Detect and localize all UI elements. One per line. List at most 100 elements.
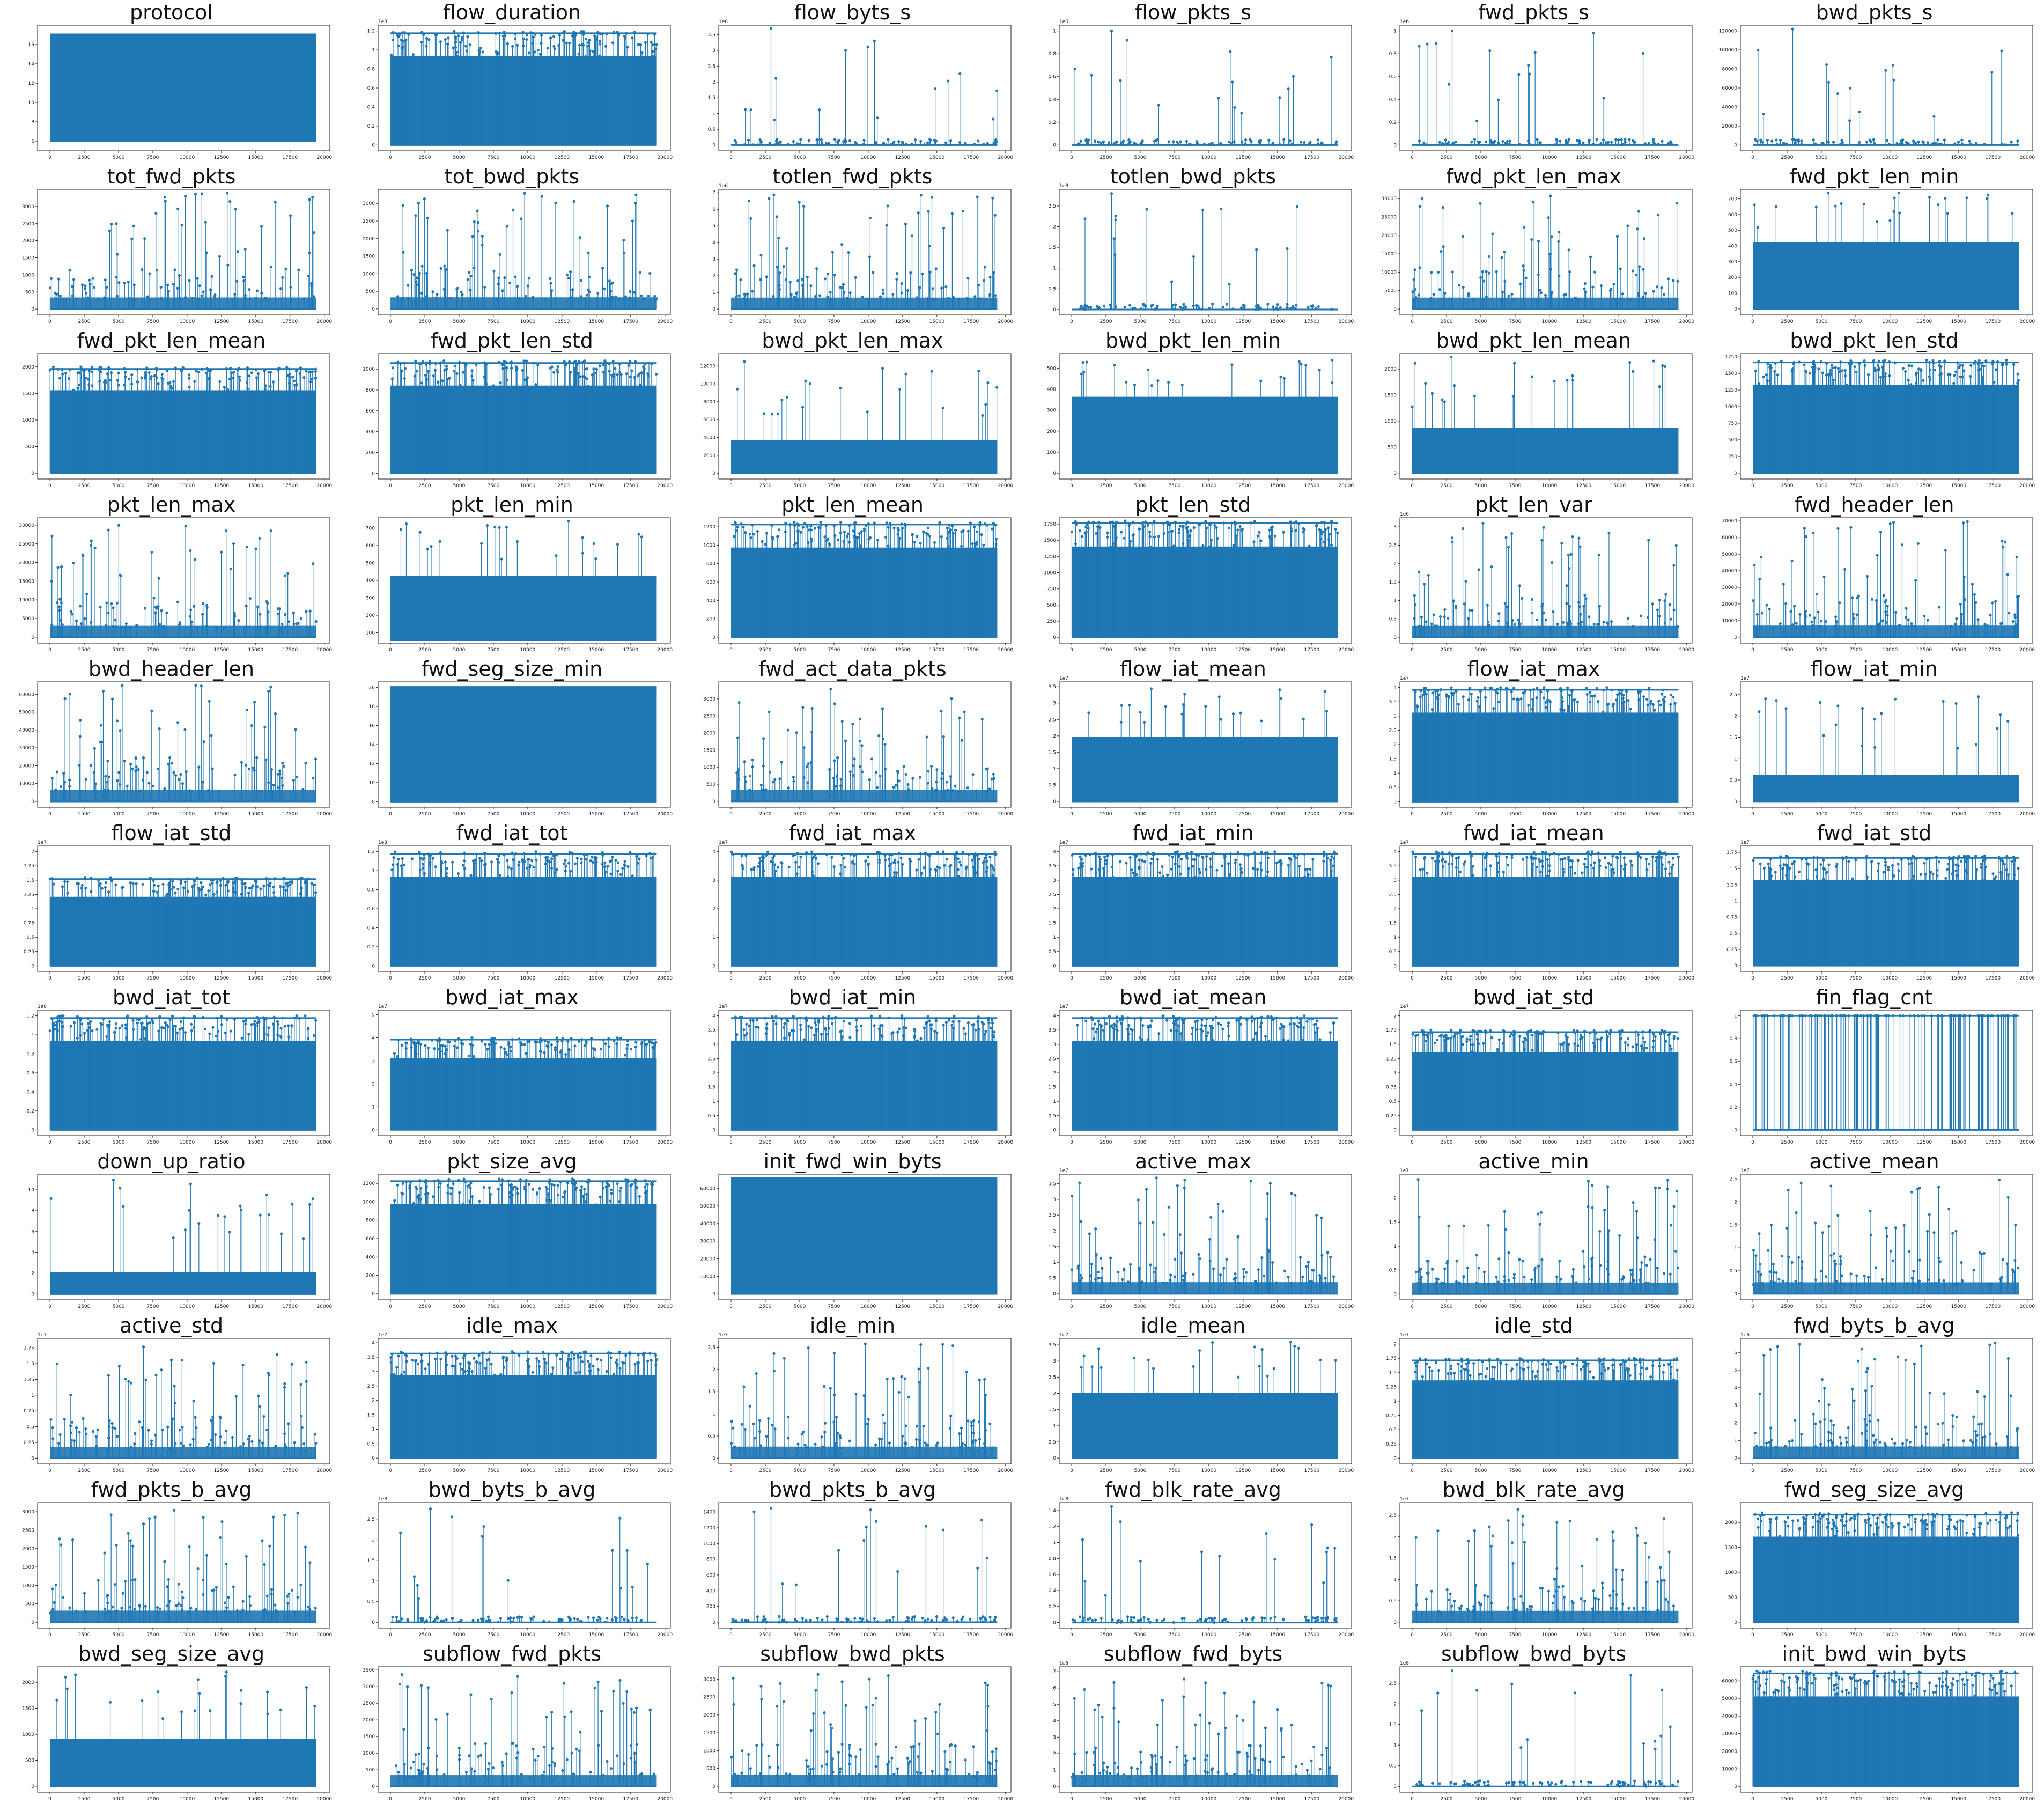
stem-marker — [228, 377, 231, 381]
stem-marker — [820, 138, 823, 141]
stem-marker — [1319, 142, 1323, 146]
stem-marker — [1974, 142, 1977, 145]
stem-marker — [1435, 42, 1438, 45]
x-tick-label: 12500 — [895, 647, 911, 653]
x-tick-label: 20000 — [657, 319, 673, 325]
stem-marker — [310, 282, 313, 285]
stem-marker — [218, 380, 222, 384]
subplot-flow-byts-s: flow_byts_s 0 0.5 1 1.5 2 2.5 3 3.5 1e8 0 2500 5000 7… — [682, 1, 1023, 165]
stem-marker — [143, 377, 147, 380]
stem-marker — [481, 50, 484, 54]
stem-marker — [975, 540, 978, 543]
stem-marker — [976, 195, 979, 198]
stem-marker — [1220, 207, 1223, 211]
series-stems — [1753, 191, 2019, 310]
stem-marker — [1848, 86, 1852, 90]
stem-marker — [940, 286, 943, 290]
stem-marker — [654, 47, 658, 50]
stem-marker — [892, 140, 896, 144]
stem-marker — [1762, 112, 1765, 116]
stem-marker — [1231, 80, 1234, 84]
stem-marker — [70, 613, 74, 616]
stem-marker — [801, 526, 805, 529]
stem-marker — [626, 46, 629, 49]
stem-marker — [742, 525, 745, 529]
stem-marker — [198, 284, 201, 288]
stem-marker — [957, 297, 961, 300]
x-tick-label: 20000 — [657, 647, 673, 653]
stem-marker — [1632, 370, 1635, 373]
stem-marker — [1957, 366, 1961, 369]
stem-marker — [1440, 250, 1443, 253]
stem-marker — [226, 388, 230, 391]
stem-marker — [594, 557, 597, 560]
subplot-bwd-pkt-len-min: bwd_pkt_len_min 0 100 200 300 400 500 0 2500 5000… — [1023, 329, 1363, 493]
stem-marker — [772, 295, 775, 298]
stem-marker — [1317, 305, 1320, 308]
stem-marker — [896, 526, 899, 529]
stem-marker — [1147, 368, 1150, 371]
stem-marker — [260, 225, 263, 228]
stem-marker — [501, 363, 504, 366]
stem-marker — [636, 43, 640, 47]
stem-marker — [248, 597, 252, 600]
stem-marker — [776, 412, 780, 415]
stem-marker — [1982, 384, 1986, 387]
x-tick-label: 7500 — [146, 647, 159, 653]
stem-marker — [1156, 304, 1159, 307]
stem-marker — [839, 386, 842, 390]
stem-marker — [603, 287, 606, 290]
stem-marker — [1133, 307, 1137, 310]
x-tick-label: 10000 — [1201, 647, 1217, 653]
stem-marker — [776, 535, 779, 539]
stem-marker — [459, 41, 462, 44]
stem-marker — [830, 298, 834, 301]
stem-marker — [1089, 306, 1093, 309]
stem-marker — [1848, 119, 1851, 122]
stem-marker — [1978, 367, 1981, 371]
stem-marker — [765, 532, 769, 535]
stem-marker — [774, 139, 778, 143]
stem-marker — [557, 43, 560, 47]
stem-marker — [1504, 142, 1507, 145]
y-tick-label: 3000 — [363, 201, 375, 207]
y-tick-label: 0 — [372, 143, 375, 148]
stem-marker — [255, 376, 259, 379]
stem-marker — [1507, 295, 1510, 298]
stem-marker — [129, 627, 132, 630]
stem-marker — [209, 288, 212, 291]
x-tick-label: 2500 — [419, 647, 431, 653]
series-stems — [48, 192, 316, 310]
stem-marker — [444, 268, 447, 271]
stem-marker — [75, 297, 78, 301]
x-tick-label: 7500 — [1849, 319, 1862, 325]
stem-marker — [1304, 364, 1308, 367]
x-tick-label: 10000 — [861, 155, 876, 160]
stem-marker — [1180, 383, 1184, 387]
stem-marker — [1240, 112, 1243, 115]
stem-marker — [1334, 527, 1337, 531]
x-tick-label: 20000 — [657, 155, 673, 160]
stem-marker — [157, 382, 160, 386]
stem-marker — [986, 142, 989, 145]
stem-marker — [1442, 245, 1445, 248]
stem-marker — [919, 541, 922, 545]
y-tick-label: 1.5 — [708, 95, 715, 101]
stem-marker — [807, 138, 810, 142]
stem-marker — [973, 142, 976, 146]
x-tick-label: 10000 — [520, 647, 536, 653]
stem-marker — [978, 297, 982, 300]
stem-marker — [425, 36, 429, 40]
stem-marker — [498, 526, 501, 529]
stem-marker — [1131, 307, 1134, 310]
stem-marker — [1167, 381, 1170, 384]
stem-marker — [1087, 526, 1090, 530]
series-stems — [731, 360, 999, 474]
stem-marker — [1418, 205, 1421, 208]
stem-marker — [1602, 97, 1605, 100]
stem-marker — [904, 222, 907, 226]
stem-marker — [1672, 279, 1675, 282]
stem-marker — [1667, 277, 1670, 281]
stem-marker — [1292, 305, 1295, 308]
stem-marker — [426, 216, 430, 219]
